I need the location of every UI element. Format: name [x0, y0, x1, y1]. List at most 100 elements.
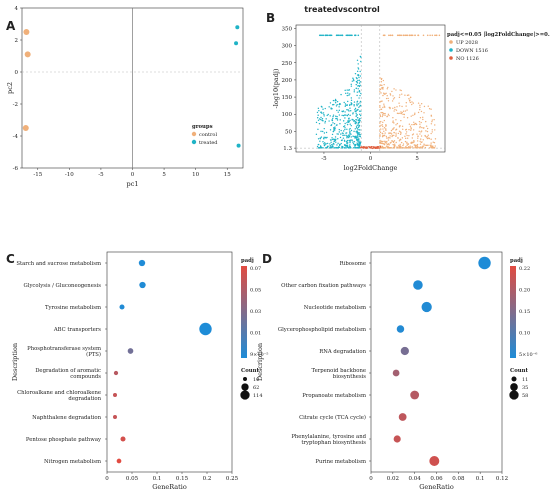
data-point — [113, 370, 119, 376]
color-legend-title: padj — [241, 258, 254, 264]
x-tick-label: -10 — [65, 172, 74, 178]
down-point — [318, 118, 321, 120]
x-tick-label: 0.02 — [387, 476, 399, 482]
y-tick-label: 100 — [282, 112, 293, 118]
up-point — [415, 123, 418, 126]
x-tick-label: 0 — [131, 172, 135, 178]
y-tick-label: 300 — [282, 44, 293, 50]
down-point — [357, 108, 359, 111]
category-label: Naphthalene degradation — [32, 415, 102, 421]
up-point — [406, 117, 409, 119]
up-point — [419, 123, 421, 125]
down-point — [330, 147, 333, 149]
up-point — [383, 140, 385, 143]
down-point — [335, 138, 337, 141]
color-bar-tick: 0.22 — [519, 266, 530, 272]
up-point — [388, 136, 390, 139]
down-point — [334, 147, 336, 149]
up-point — [395, 135, 397, 137]
color-legend-title: padj — [510, 258, 523, 264]
up-point — [381, 112, 384, 114]
up-point — [383, 83, 385, 86]
down-point — [340, 142, 342, 145]
legend-swatch — [449, 48, 453, 52]
down-point — [354, 128, 357, 130]
up-point — [423, 143, 425, 145]
size-legend-label: 114 — [253, 393, 263, 399]
down-point — [350, 99, 353, 102]
down-point — [355, 77, 358, 79]
down-point — [354, 145, 356, 147]
up-point — [412, 114, 414, 117]
down-point — [352, 135, 354, 137]
down-point — [359, 84, 361, 86]
down-point — [350, 83, 352, 86]
panel-label-b: B — [266, 11, 275, 25]
down-point — [355, 126, 358, 128]
up-point — [417, 146, 419, 148]
down-point — [336, 104, 338, 106]
data-point — [393, 435, 401, 443]
legend-title: padj<=0.05 |log2FoldChange|>=0.0 — [447, 32, 550, 38]
x-tick-label: -5 — [321, 156, 327, 162]
up-point — [393, 131, 395, 134]
up-point — [430, 142, 432, 144]
up-point — [393, 127, 395, 129]
down-point — [353, 105, 355, 107]
down-point — [329, 147, 331, 149]
down-point — [357, 133, 359, 135]
capped-down-point — [354, 34, 356, 37]
up-point — [403, 113, 406, 116]
up-point — [400, 119, 402, 122]
up-point — [382, 79, 385, 82]
up-point — [419, 146, 421, 148]
up-point — [420, 121, 422, 124]
down-point — [322, 108, 324, 110]
down-point — [319, 137, 322, 140]
down-point — [355, 120, 357, 123]
up-point — [379, 128, 382, 130]
category-label: RNA degradation — [319, 349, 366, 355]
ns-point — [378, 147, 380, 150]
up-point — [379, 88, 381, 90]
capped-down-point — [328, 34, 331, 37]
up-point — [421, 147, 424, 149]
up-point — [392, 121, 394, 123]
up-point — [379, 114, 382, 116]
up-point — [389, 142, 392, 144]
down-point — [346, 104, 349, 106]
up-point — [383, 106, 386, 108]
up-point — [431, 131, 433, 133]
down-point — [358, 125, 360, 128]
category-label-line: Chloroalkane and chloroalkene — [17, 390, 101, 396]
down-point — [337, 146, 340, 148]
capped-down-point — [339, 34, 342, 37]
down-point — [354, 135, 357, 138]
color-bar-tick: 9×10⁻⁵ — [250, 352, 268, 358]
down-point — [358, 134, 360, 136]
up-point — [418, 147, 420, 149]
up-point — [381, 132, 384, 135]
capped-up-point — [399, 34, 401, 37]
down-point — [351, 80, 354, 82]
down-point — [338, 131, 341, 133]
up-point — [382, 125, 384, 128]
down-point — [332, 130, 335, 133]
down-point — [357, 75, 360, 77]
up-point — [404, 94, 406, 96]
down-point — [353, 147, 355, 149]
down-point — [359, 81, 362, 83]
down-point — [351, 118, 353, 121]
down-point — [350, 97, 353, 99]
down-point — [352, 112, 354, 114]
up-point — [419, 140, 421, 143]
down-point — [322, 147, 324, 149]
legend-entry: treated — [199, 140, 218, 146]
up-point — [389, 135, 391, 137]
down-point — [358, 129, 360, 131]
up-point — [385, 128, 387, 130]
up-point — [413, 121, 415, 123]
up-point — [382, 121, 384, 124]
down-point — [333, 123, 336, 125]
